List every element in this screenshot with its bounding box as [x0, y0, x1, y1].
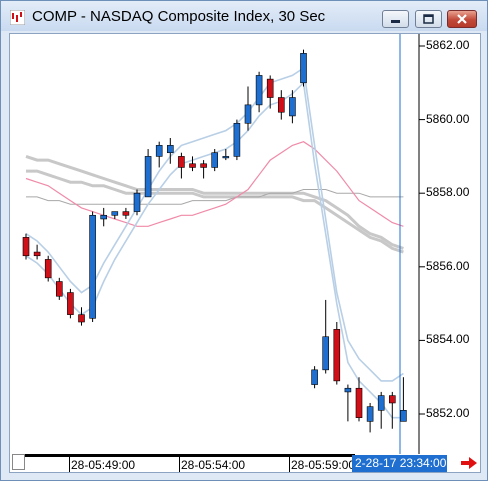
time-tick — [69, 454, 70, 472]
candle-body — [300, 53, 307, 84]
candle-body — [377, 395, 385, 411]
maximize-icon — [423, 14, 434, 24]
minimize-icon — [391, 20, 400, 23]
candle-body — [266, 78, 274, 98]
time-label: 28-05:59:00 — [291, 458, 356, 472]
close-button[interactable] — [447, 10, 477, 28]
ma-gray-line — [25, 154, 404, 250]
candle-body — [122, 211, 130, 216]
candle-body — [344, 387, 352, 393]
ma-gray-line — [26, 169, 404, 254]
price-label: 5862.00 — [426, 38, 470, 52]
candle-body — [33, 251, 41, 257]
price-label: 5856.00 — [426, 259, 470, 273]
minimize-button[interactable] — [382, 10, 409, 28]
candle-body — [255, 75, 263, 106]
candle-body — [400, 410, 407, 422]
price-chart[interactable] — [10, 34, 480, 454]
candle-body — [44, 259, 52, 279]
candle-body — [244, 104, 252, 124]
price-label: 5860.00 — [426, 112, 470, 126]
time-tick — [179, 454, 180, 472]
candle-body — [222, 156, 230, 159]
scroll-handle[interactable] — [12, 454, 25, 470]
candle-body — [89, 214, 96, 319]
candle-body — [144, 156, 152, 198]
candle-body — [100, 214, 107, 220]
close-icon — [457, 14, 467, 24]
cursor-time-label: 2-28-17 23:34:00 — [352, 455, 447, 472]
candle-body — [211, 152, 218, 168]
candle-body — [22, 237, 30, 257]
price-label: 5852.00 — [426, 406, 470, 420]
candle-body — [178, 156, 185, 168]
price-label: 5858.00 — [426, 185, 470, 199]
maximize-button[interactable] — [415, 10, 442, 28]
candle-body — [189, 163, 196, 168]
time-label: 28-05:49:00 — [71, 458, 136, 472]
band-lower-line — [25, 81, 404, 419]
app-chart-icon — [10, 10, 25, 25]
band-upper-line — [25, 66, 404, 382]
candle-body — [366, 406, 374, 422]
candle-body — [55, 281, 63, 297]
ma-gray-thin-line — [26, 189, 404, 205]
candle-body — [311, 369, 318, 385]
scroll-right-arrow-icon[interactable] — [460, 456, 478, 470]
candle-body — [167, 145, 174, 154]
time-axis-bar[interactable] — [25, 454, 355, 457]
candle-body — [200, 163, 207, 168]
candle-body — [111, 211, 119, 216]
candle-body — [277, 97, 285, 113]
time-tick — [289, 454, 290, 472]
candle-body — [333, 329, 341, 382]
candle-body — [388, 395, 396, 404]
candle-body — [233, 122, 241, 157]
candle-body — [155, 145, 163, 157]
candle-body — [322, 336, 330, 371]
chart-area[interactable]: 5862.00 5860.00 5858.00 5856.00 5854.00 … — [9, 33, 481, 473]
candle-body — [355, 387, 363, 418]
time-label: 28-05:54:00 — [181, 458, 246, 472]
ma-pink-line — [25, 141, 404, 227]
price-label: 5854.00 — [426, 332, 470, 346]
window-title: COMP - NASDAQ Composite Index, 30 Sec — [32, 8, 326, 25]
candle-body — [67, 292, 74, 315]
candle-body — [133, 192, 141, 212]
title-bar[interactable]: COMP - NASDAQ Composite Index, 30 Sec — [1, 1, 487, 31]
candle-body — [289, 97, 296, 117]
candle-body — [78, 314, 85, 323]
